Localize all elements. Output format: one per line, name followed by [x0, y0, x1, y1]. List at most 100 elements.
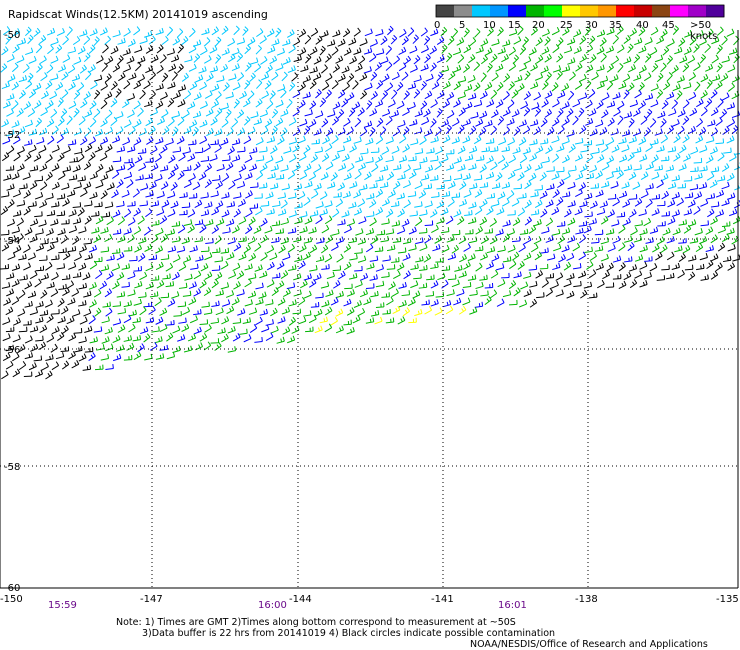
wind-barb [437, 272, 446, 281]
wind-barb [563, 261, 572, 271]
wind-barb [214, 256, 223, 263]
wind-barb [544, 36, 551, 46]
wind-barb [172, 271, 180, 281]
wind-barb [332, 279, 341, 289]
wind-barb [605, 228, 615, 236]
wind-barb [457, 75, 467, 83]
wind-barb [689, 107, 698, 117]
wind-barb [435, 291, 445, 298]
wind-barb [117, 55, 124, 65]
wind-barb [194, 236, 203, 243]
wind-barb [459, 254, 467, 263]
wind-barb [11, 62, 19, 73]
wind-barb [83, 35, 91, 45]
wind-barb [159, 215, 168, 225]
wind-barb [533, 92, 542, 101]
wind-barb [194, 219, 204, 226]
wind-barb [353, 300, 362, 308]
wind-barb [495, 63, 504, 72]
wind-barb [715, 189, 725, 198]
wind-barb [612, 274, 622, 280]
wind-barb [430, 118, 437, 128]
wind-barb [539, 263, 549, 270]
wind-barb [332, 208, 340, 218]
wind-barb [606, 100, 616, 108]
wind-barb [366, 262, 375, 270]
colorbar-label: 15 [508, 20, 521, 31]
wind-barb [244, 278, 252, 288]
wind-barb [303, 196, 311, 207]
wind-barb [715, 80, 723, 90]
wind-barb [167, 245, 177, 253]
wind-barb [380, 35, 388, 46]
wind-barb [143, 333, 151, 343]
wind-barb [727, 262, 736, 271]
wind-barb [33, 27, 41, 38]
wind-barb [520, 281, 529, 290]
wind-barb [353, 190, 362, 199]
wind-barb [200, 246, 210, 253]
wind-barb [221, 209, 230, 218]
wind-barb [124, 157, 133, 164]
wind-barb [276, 280, 285, 290]
wind-barb [16, 217, 24, 227]
wind-barb [57, 297, 65, 308]
wind-barb [181, 202, 191, 209]
wind-barb [226, 127, 234, 137]
wind-barb [679, 144, 687, 154]
wind-barb [536, 54, 544, 64]
wind-barb [161, 109, 169, 118]
wind-barb [365, 156, 374, 164]
wind-barb [84, 325, 93, 333]
wind-barb [343, 135, 352, 144]
wind-barb [6, 218, 16, 227]
wind-barb [606, 80, 614, 91]
wind-barb [347, 163, 355, 172]
time-label: 15:59 [48, 600, 77, 611]
wind-barb [261, 90, 270, 99]
wind-barb [491, 72, 499, 82]
wind-barb [259, 109, 268, 118]
wind-barb [56, 134, 64, 144]
wind-barb [512, 146, 521, 155]
wind-barb [716, 44, 723, 55]
wind-barb [143, 226, 152, 236]
wind-barb [584, 246, 593, 253]
wind-barb [689, 36, 697, 46]
wind-barb [178, 262, 187, 272]
wind-barb [216, 163, 225, 172]
wind-barb [266, 208, 275, 216]
wind-barb [409, 210, 418, 217]
wind-barb [337, 182, 346, 191]
wind-barb [135, 174, 144, 181]
wind-barb [88, 352, 96, 362]
wind-barb [633, 73, 642, 82]
wind-barb [172, 254, 181, 263]
wind-barb [78, 116, 86, 126]
wind-barb [716, 26, 724, 36]
wind-barb [238, 236, 247, 243]
wind-barb [231, 138, 241, 146]
wind-barb [667, 216, 676, 225]
wind-barb [161, 35, 169, 45]
wind-barb [624, 256, 633, 263]
wind-barb [238, 252, 247, 261]
wind-barb [244, 263, 253, 271]
wind-barb [727, 118, 736, 127]
wind-barb [519, 299, 528, 308]
wind-barb [707, 208, 715, 218]
wind-barb [266, 136, 276, 144]
wind-barb [599, 75, 609, 83]
wind-barb [446, 289, 455, 297]
wind-barb [45, 354, 54, 362]
wind-barb [150, 163, 159, 172]
wind-barb [28, 56, 37, 64]
wind-barb [40, 238, 49, 245]
wind-barb [376, 229, 386, 236]
wind-barb [447, 274, 457, 281]
wind-barb [112, 30, 121, 38]
wind-barb [518, 192, 527, 199]
wind-barb [722, 233, 730, 243]
wind-barb [46, 334, 55, 343]
wind-barb [266, 279, 275, 288]
